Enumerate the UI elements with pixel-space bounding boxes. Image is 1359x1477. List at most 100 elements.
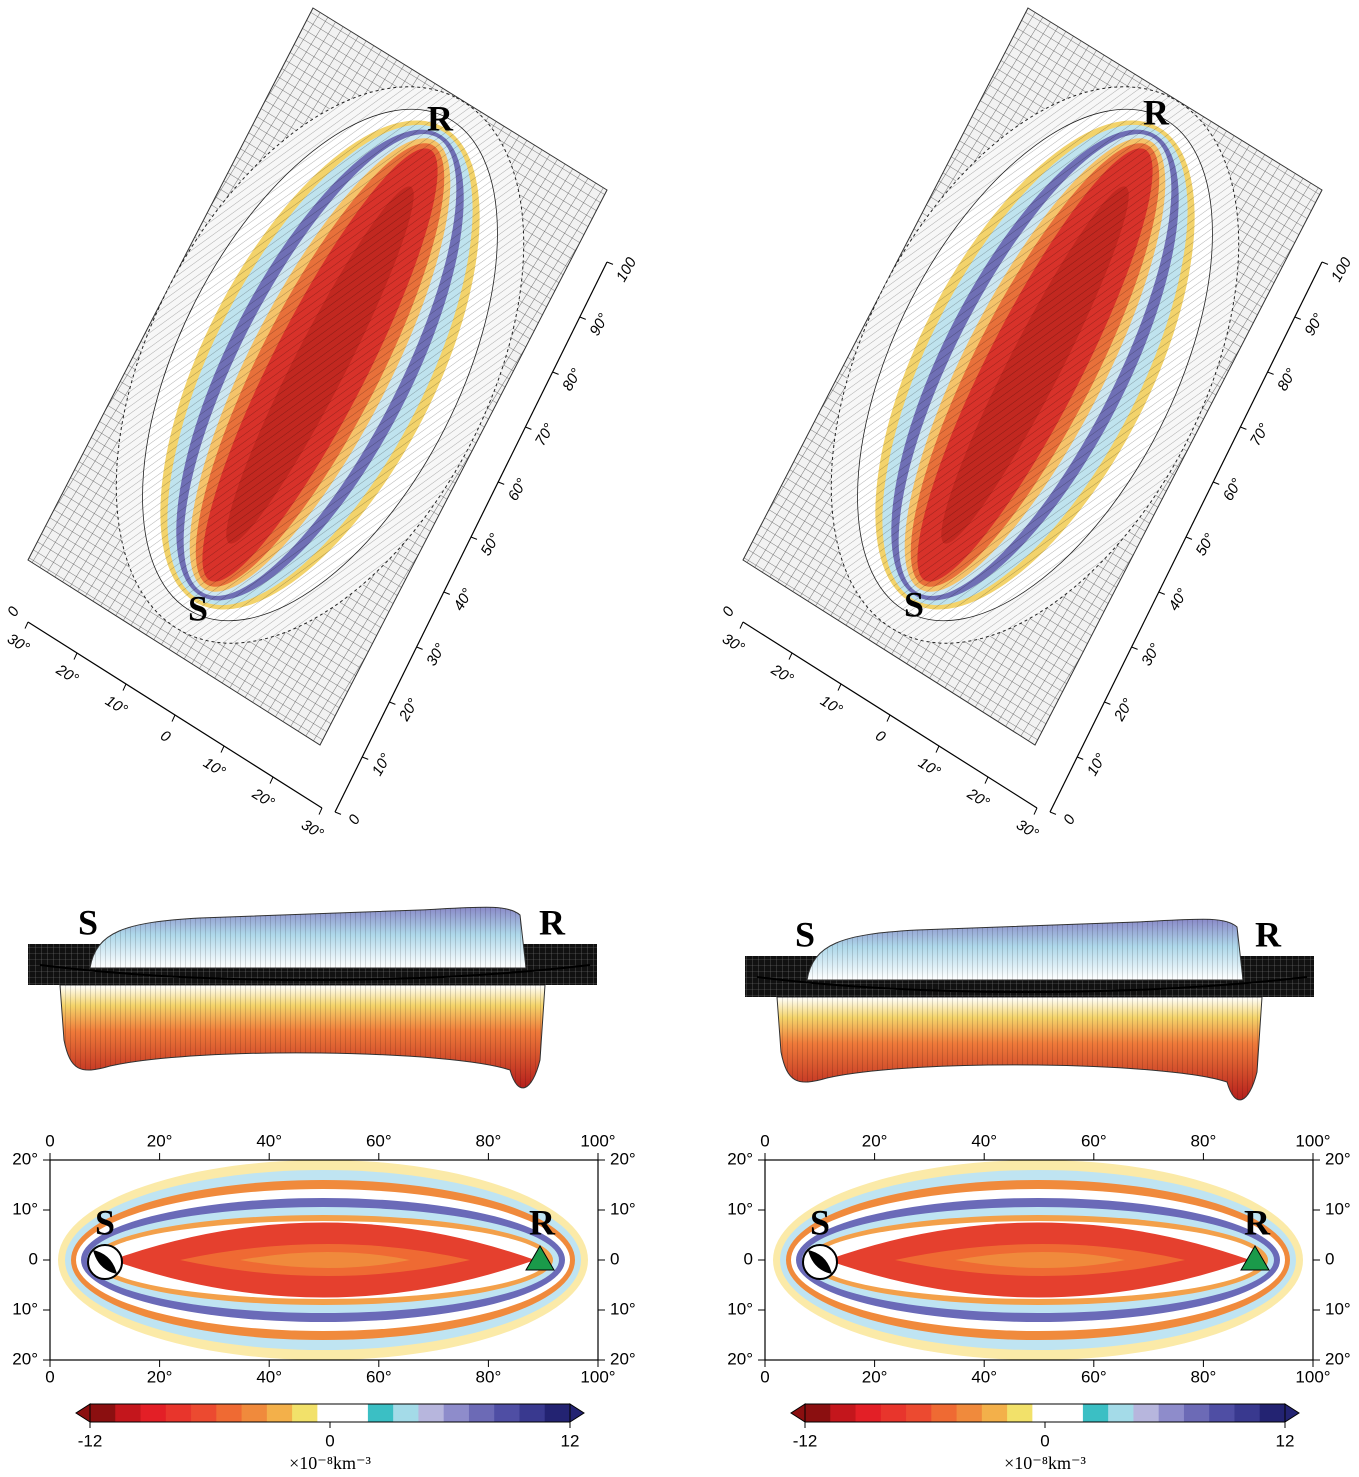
colorbar-segment — [1234, 1404, 1261, 1422]
tick-mark — [220, 745, 225, 753]
tick-mark — [1213, 481, 1220, 485]
y-tick-label: 10° — [610, 1199, 636, 1218]
tick-mark — [443, 591, 450, 595]
tick-label: 30° — [1138, 641, 1164, 669]
tick-label: 20° — [395, 696, 422, 725]
tick-label: 30° — [719, 630, 747, 656]
tick-label: 30° — [4, 630, 32, 656]
tick-mark — [1131, 646, 1138, 650]
tick-label: 20° — [1110, 696, 1137, 725]
colorbar-segment — [1108, 1404, 1134, 1422]
colorbar-unit: ×10⁻⁸km⁻³ — [289, 1453, 371, 1473]
colorbar-segment — [1133, 1404, 1160, 1422]
tick-mark — [935, 745, 940, 753]
x-tick-label: 0 — [45, 1367, 54, 1386]
source-label: S — [78, 902, 98, 942]
colorbar-segment — [393, 1404, 419, 1422]
x-tick-label: 60° — [1081, 1131, 1107, 1150]
corner-label: 0 — [719, 603, 738, 619]
colorbar-segment — [519, 1404, 546, 1422]
tick-mark — [334, 811, 342, 815]
colorbar-tick-label: -12 — [793, 1431, 818, 1450]
x-tick-label: 40° — [971, 1367, 997, 1386]
tick-mark — [579, 316, 586, 320]
tick-mark — [1158, 591, 1165, 595]
source-label: S — [810, 1202, 830, 1242]
colorbar-segment — [880, 1404, 907, 1422]
x-tick-label: 0 — [760, 1131, 769, 1150]
tick-mark — [24, 621, 29, 629]
tick-label: 0 — [872, 727, 889, 746]
receiver-label: R — [1255, 914, 1282, 954]
tick-label: 10° — [369, 751, 395, 779]
tick-mark — [1321, 261, 1329, 265]
tick-mark — [606, 261, 614, 265]
colorbar-segment — [544, 1404, 571, 1422]
y-tick-label: 0 — [744, 1249, 753, 1268]
colorbar-segment — [805, 1404, 831, 1422]
colorbar-segment — [1007, 1404, 1033, 1422]
tick-mark — [1185, 536, 1193, 540]
colorbar-segment — [1209, 1404, 1235, 1422]
receiver-label: R — [539, 902, 566, 942]
tick-mark — [389, 701, 396, 705]
colorbar-tick-label: 0 — [325, 1431, 334, 1450]
tick-label: 80° — [559, 366, 585, 394]
y-tick-label: 10° — [610, 1299, 636, 1318]
source-label: S — [904, 584, 924, 624]
y-tick-label: 20° — [12, 1149, 38, 1168]
colorbar-segment — [1032, 1404, 1059, 1422]
tick-mark — [1294, 316, 1301, 320]
colorbar-segment — [855, 1404, 882, 1422]
colorbar-segment — [1259, 1404, 1286, 1422]
corner-label: 0 — [4, 603, 23, 619]
x-tick-label: 60° — [366, 1367, 392, 1386]
colorbar-segment — [443, 1404, 470, 1422]
tick-label: 0 — [1060, 811, 1079, 827]
colorbar-segment — [241, 1404, 268, 1422]
source-label: S — [795, 914, 815, 954]
x-tick-label: 20° — [862, 1367, 888, 1386]
y-tick-label: 0 — [610, 1249, 619, 1268]
colorbar-segment — [191, 1404, 217, 1422]
x-tick-label: 100° — [580, 1131, 615, 1150]
colorbar-segment — [981, 1404, 1008, 1422]
tick-label: 20° — [963, 785, 992, 812]
colorbar-unit: ×10⁻⁸km⁻³ — [1004, 1453, 1086, 1473]
colorbar-segment — [1158, 1404, 1185, 1422]
colorbar-arrow — [1284, 1403, 1300, 1423]
tick-mark — [73, 652, 78, 660]
y-tick-label: 20° — [727, 1149, 753, 1168]
tick-label: 90° — [586, 311, 612, 339]
x-tick-label: 20° — [147, 1367, 173, 1386]
colorbar-arrow — [75, 1403, 91, 1423]
y-tick-label: 0 — [1325, 1249, 1334, 1268]
colorbar-segment — [317, 1404, 344, 1422]
colorbar-tick-label: 12 — [561, 1431, 580, 1450]
receiver-label: R — [1143, 92, 1170, 132]
tick-mark — [269, 776, 274, 784]
source-label: S — [188, 588, 208, 628]
x-tick-label: 20° — [862, 1131, 888, 1150]
colorbar-tick-label: 0 — [1040, 1431, 1049, 1450]
side-view — [744, 918, 1315, 1101]
tick-label: 80° — [1274, 366, 1300, 394]
colorbar-segment — [165, 1404, 192, 1422]
source-label: S — [95, 1202, 115, 1242]
colorbar-arrow — [569, 1403, 585, 1423]
tick-mark — [416, 646, 423, 650]
colorbar-segment — [1082, 1404, 1109, 1422]
tick-mark — [1049, 811, 1057, 815]
x-tick-label: 60° — [1081, 1367, 1107, 1386]
colorbar-segment — [266, 1404, 293, 1422]
x-tick-label: 20° — [147, 1131, 173, 1150]
colorbar-segment — [140, 1404, 167, 1422]
y-tick-label: 20° — [610, 1149, 636, 1168]
tick-label: 100 — [613, 254, 641, 285]
tick-label: 10° — [102, 692, 130, 718]
x-tick-label: 100° — [1295, 1131, 1330, 1150]
tick-mark — [1077, 756, 1084, 760]
surface-plot — [742, 7, 1324, 746]
surface-plot — [27, 7, 609, 746]
